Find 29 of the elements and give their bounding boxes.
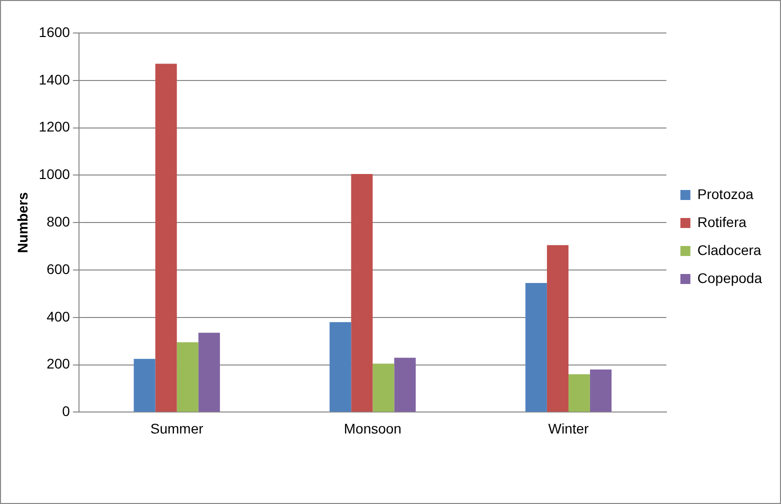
bar [176,342,198,412]
x-tick-label: Summer [150,420,204,436]
y-tick-label: 1600 [38,24,70,40]
y-tick-label: 800 [46,213,70,230]
y-tick-label: 1400 [38,71,70,88]
y-tick-label: 1200 [38,118,70,135]
bar [546,245,568,412]
bar [155,64,177,412]
y-tick-label: 600 [46,260,70,277]
bar [372,364,394,412]
bar [525,283,547,412]
y-tick-label: 1000 [38,166,70,182]
bar [198,332,220,412]
bar [134,358,156,412]
x-tick-label: Winter [548,420,590,436]
y-tick-label: 200 [46,356,70,372]
y-tick-label: 0 [62,403,70,420]
bar [568,374,590,412]
legend-label: Copepoda [697,270,762,286]
bar [394,358,416,412]
legend-label: Rotifera [697,214,747,230]
bar [351,174,373,412]
y-tick-label: 400 [46,308,70,324]
legend-label: Protozoa [697,186,754,202]
bar [330,322,352,412]
x-tick-label: Monsoon [344,420,402,436]
bar [590,370,612,412]
y-axis-title: Numbers [14,192,30,253]
legend-label: Cladocera [697,242,762,258]
